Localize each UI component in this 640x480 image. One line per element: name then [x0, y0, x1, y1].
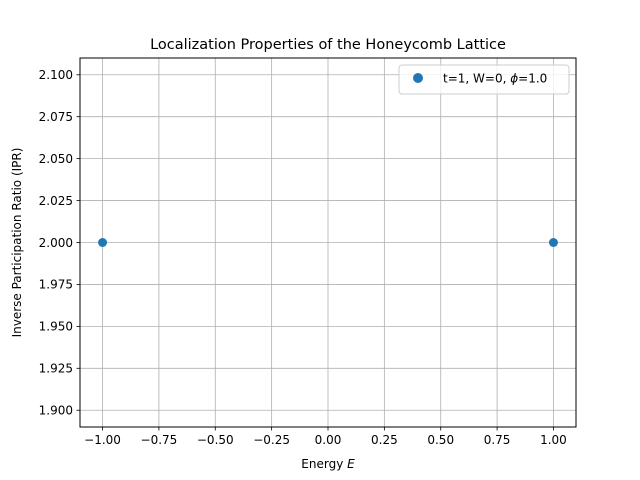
legend-entry-var: ϕ: [510, 72, 518, 86]
y-tick-label: 1.975: [39, 278, 73, 292]
y-tick-label: 2.100: [39, 68, 73, 82]
x-axis-label: Energy E: [301, 457, 355, 471]
x-tick-label: −0.25: [253, 433, 290, 447]
legend-entry: t=1, W=0, ϕ=1.0: [443, 72, 547, 86]
y-tick-label: 2.025: [39, 194, 73, 208]
y-tick-label: 2.075: [39, 110, 73, 124]
x-tick-label: 0.00: [315, 433, 342, 447]
data-points: [98, 238, 558, 247]
x-tick-label: −0.50: [197, 433, 234, 447]
data-point: [98, 238, 108, 247]
x-axis-label-var: E: [347, 457, 355, 471]
x-tick-label: 0.50: [427, 433, 454, 447]
chart-title: Localization Properties of the Honeycomb…: [150, 37, 506, 53]
y-tick-label: 2.050: [39, 152, 73, 166]
legend: t=1, W=0, ϕ=1.0: [398, 64, 570, 95]
x-axis-label-text: Energy: [301, 457, 347, 471]
y-tick-label: 1.900: [39, 404, 73, 418]
x-tick-label: 0.75: [484, 433, 511, 447]
legend-entry-suffix: =1.0: [518, 72, 547, 86]
x-axis-ticks: −1.00 −0.75 −0.50 −0.25 0.00 0.25 0.50 0.75 1.00: [84, 427, 567, 447]
x-tick-label: 0.25: [371, 433, 398, 447]
legend-marker: [413, 73, 423, 83]
y-axis-label: Inverse Participation Ratio (IPR): [10, 148, 24, 338]
legend-box: [398, 64, 570, 95]
y-axis-ticks: 1.900 1.925 1.950 1.975 2.000 2.025 2.050 2.075…: [39, 68, 80, 418]
legend-entry-prefix: t=1, W=0,: [443, 72, 510, 86]
y-tick-label: 1.950: [39, 320, 73, 334]
y-tick-label: 2.000: [39, 236, 73, 250]
y-tick-label: 1.925: [39, 362, 73, 376]
x-tick-label: −0.75: [141, 433, 178, 447]
x-tick-label: −1.00: [84, 433, 121, 447]
grid: [80, 58, 576, 427]
data-point: [548, 238, 558, 247]
x-tick-label: 1.00: [540, 433, 567, 447]
